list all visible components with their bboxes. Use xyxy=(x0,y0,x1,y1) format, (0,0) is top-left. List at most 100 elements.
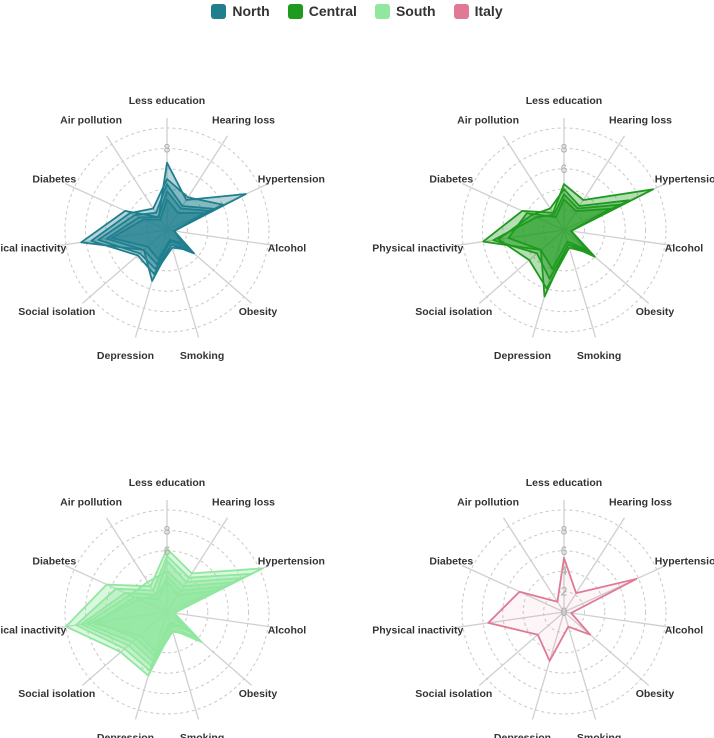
grid-ring-2 xyxy=(543,591,585,633)
series-north-region-5[interactable] xyxy=(110,198,206,261)
axis-line-smoking xyxy=(563,611,597,720)
axis-label-hearing-loss: Hearing loss xyxy=(609,497,672,509)
grid-ring-8 xyxy=(481,147,647,313)
axis-line-diabetes xyxy=(461,182,565,231)
axis-label-less-education: Less education xyxy=(526,477,602,489)
axis-line-obesity xyxy=(563,611,650,686)
tick-label-6: 6 xyxy=(561,162,568,176)
axis-label-depression: Depression xyxy=(494,732,551,738)
grid-ring-6 xyxy=(105,168,229,292)
axis-label-social-isolation: Social isolation xyxy=(18,306,95,318)
axis-label-obesity: Obesity xyxy=(239,306,278,318)
radar-chart-south: 6 8 Less education Hearing loss Hypertension… xyxy=(0,477,325,738)
grid-ring-10 xyxy=(461,509,667,715)
axis-label-less-education: Less education xyxy=(129,477,205,489)
axis-label-air-pollution: Air pollution xyxy=(457,115,519,127)
axis-label-social-isolation: Social isolation xyxy=(415,688,492,700)
axis-label-less-education: Less education xyxy=(129,95,205,107)
grid-ring-2 xyxy=(543,209,585,251)
grid-ring-10 xyxy=(461,127,667,333)
axis-line-depression xyxy=(531,611,565,720)
series-north-region-2[interactable] xyxy=(90,178,224,275)
axis-line-alcohol xyxy=(563,229,675,247)
legend-label-italy: Italy xyxy=(474,3,503,19)
grid-ring-6 xyxy=(105,550,229,674)
axis-label-obesity: Obesity xyxy=(636,688,675,700)
axis-line-physical-inactivity xyxy=(453,611,565,629)
axis-label-depression: Depression xyxy=(494,350,551,362)
series-central-region-3[interactable] xyxy=(507,198,612,271)
axis-line-air-pollution xyxy=(502,517,565,613)
series-south-region-5[interactable] xyxy=(95,575,224,657)
series-north-region-4[interactable] xyxy=(105,190,210,266)
tick-label-8: 8 xyxy=(561,523,568,537)
grid-ring-8 xyxy=(84,529,250,695)
radar-chart-north: 8 Less education Hearing loss Hypertension A… xyxy=(0,95,325,362)
tick-label-8: 8 xyxy=(561,141,568,155)
axis-line-hypertension xyxy=(563,564,667,613)
axis-line-diabetes xyxy=(461,564,565,613)
axis-label-air-pollution: Air pollution xyxy=(60,497,122,509)
tick-label-6: 6 xyxy=(164,544,171,558)
series-italy[interactable] xyxy=(487,557,638,662)
legend: North Central South Italy xyxy=(0,3,714,19)
axis-label-smoking: Smoking xyxy=(180,732,224,738)
series-south-region-3[interactable] xyxy=(80,560,243,667)
axis-label-hearing-loss: Hearing loss xyxy=(212,497,275,509)
axis-label-smoking: Smoking xyxy=(577,732,621,738)
legend-item-north[interactable]: North xyxy=(211,3,270,19)
tick-label-8: 8 xyxy=(164,523,171,537)
axis-label-hearing-loss: Hearing loss xyxy=(212,115,275,127)
legend-swatch-central xyxy=(287,3,303,19)
axis-label-hypertension: Hypertension xyxy=(258,174,325,186)
legend-item-south[interactable]: South xyxy=(374,3,436,19)
axis-label-alcohol: Alcohol xyxy=(665,243,704,255)
axis-line-obesity xyxy=(563,229,650,304)
tick-label-4: 4 xyxy=(561,564,568,578)
series-north-region-3[interactable] xyxy=(97,183,215,271)
series-south-region-6[interactable] xyxy=(90,580,215,652)
legend-item-italy[interactable]: Italy xyxy=(453,3,503,19)
axis-line-alcohol xyxy=(166,611,278,629)
axis-label-physical-inactivity: Physical inactivity xyxy=(0,243,66,255)
axis-line-air-pollution xyxy=(105,135,168,231)
axis-label-alcohol: Alcohol xyxy=(665,625,704,637)
legend-item-central[interactable]: Central xyxy=(287,3,357,19)
grid-ring-6 xyxy=(502,168,626,292)
axis-label-physical-inactivity: Physical inactivity xyxy=(0,625,66,637)
axis-label-physical-inactivity: Physical inactivity xyxy=(372,243,463,255)
series-central-region-4[interactable] xyxy=(492,193,621,280)
tick-label-6: 6 xyxy=(561,544,568,558)
axis-label-social-isolation: Social isolation xyxy=(415,306,492,318)
radar-chart-italy: 0 2 4 6 8 Less education Hearing loss Hypertens… xyxy=(372,477,714,738)
axis-label-less-education: Less education xyxy=(526,95,602,107)
grid-ring-8 xyxy=(84,147,250,313)
axis-label-alcohol: Alcohol xyxy=(268,625,307,637)
axis-line-hearing-loss xyxy=(563,135,626,231)
axis-label-hypertension: Hypertension xyxy=(655,174,714,186)
axis-line-alcohol xyxy=(166,229,278,247)
grid-ring-6 xyxy=(502,550,626,674)
axis-line-social-isolation xyxy=(81,229,168,304)
axis-label-diabetes: Diabetes xyxy=(429,174,473,186)
axis-label-physical-inactivity: Physical inactivity xyxy=(372,625,463,637)
axis-label-social-isolation: Social isolation xyxy=(18,688,95,700)
axis-label-smoking: Smoking xyxy=(180,350,224,362)
axis-label-depression: Depression xyxy=(97,732,154,738)
axis-label-alcohol: Alcohol xyxy=(268,243,307,255)
axis-line-social-isolation xyxy=(478,611,565,686)
radar-chart-central: 6 8 Less education Hearing loss Hypertension… xyxy=(372,95,714,362)
axis-label-obesity: Obesity xyxy=(239,688,278,700)
grid-ring-10 xyxy=(64,509,270,715)
axis-label-smoking: Smoking xyxy=(577,350,621,362)
legend-swatch-north xyxy=(211,3,227,19)
grid-ring-10 xyxy=(64,127,270,333)
axis-line-depression xyxy=(134,229,168,338)
axis-label-hypertension: Hypertension xyxy=(258,556,325,568)
axis-label-air-pollution: Air pollution xyxy=(60,115,122,127)
axis-line-hearing-loss xyxy=(563,517,626,613)
grid-ring-4 xyxy=(522,570,606,654)
tick-label-8: 8 xyxy=(164,141,171,155)
tick-label-2: 2 xyxy=(561,585,568,599)
